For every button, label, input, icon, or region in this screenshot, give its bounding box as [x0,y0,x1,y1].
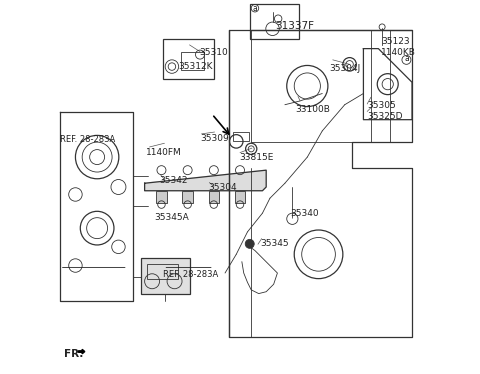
Bar [235,191,245,203]
Text: 35304: 35304 [208,183,237,192]
Text: 31337F: 31337F [276,21,314,31]
Text: 35340: 35340 [290,209,319,218]
Text: 35312K: 35312K [178,62,213,71]
Circle shape [245,239,254,248]
Text: 33100B: 33100B [295,105,330,114]
Text: 35310: 35310 [199,48,228,57]
Bar [156,191,167,203]
Text: 35342: 35342 [159,176,188,185]
Text: 35345: 35345 [261,239,289,248]
Text: REF. 28-283A: REF. 28-283A [60,135,115,144]
Text: 35304J: 35304J [330,64,361,73]
Bar [146,264,178,279]
Text: 1140FM: 1140FM [146,148,181,157]
Text: 35123
1140KB: 35123 1140KB [382,37,416,57]
Bar [141,258,190,294]
Bar [182,191,193,203]
Text: 35325D: 35325D [367,112,403,121]
Bar [181,52,204,70]
Text: a: a [404,54,409,63]
Text: 35309: 35309 [200,134,229,143]
Text: 35305: 35305 [367,101,396,110]
Bar [163,39,214,79]
Bar [209,191,219,203]
Bar [250,4,299,39]
Polygon shape [144,170,266,191]
Text: REF. 28-283A: REF. 28-283A [163,270,218,279]
Bar [232,132,249,141]
Text: 35345A: 35345A [154,213,189,222]
Text: 33815E: 33815E [239,153,273,162]
Text: a: a [252,4,257,13]
Text: FR.: FR. [64,349,84,359]
Polygon shape [78,349,85,354]
